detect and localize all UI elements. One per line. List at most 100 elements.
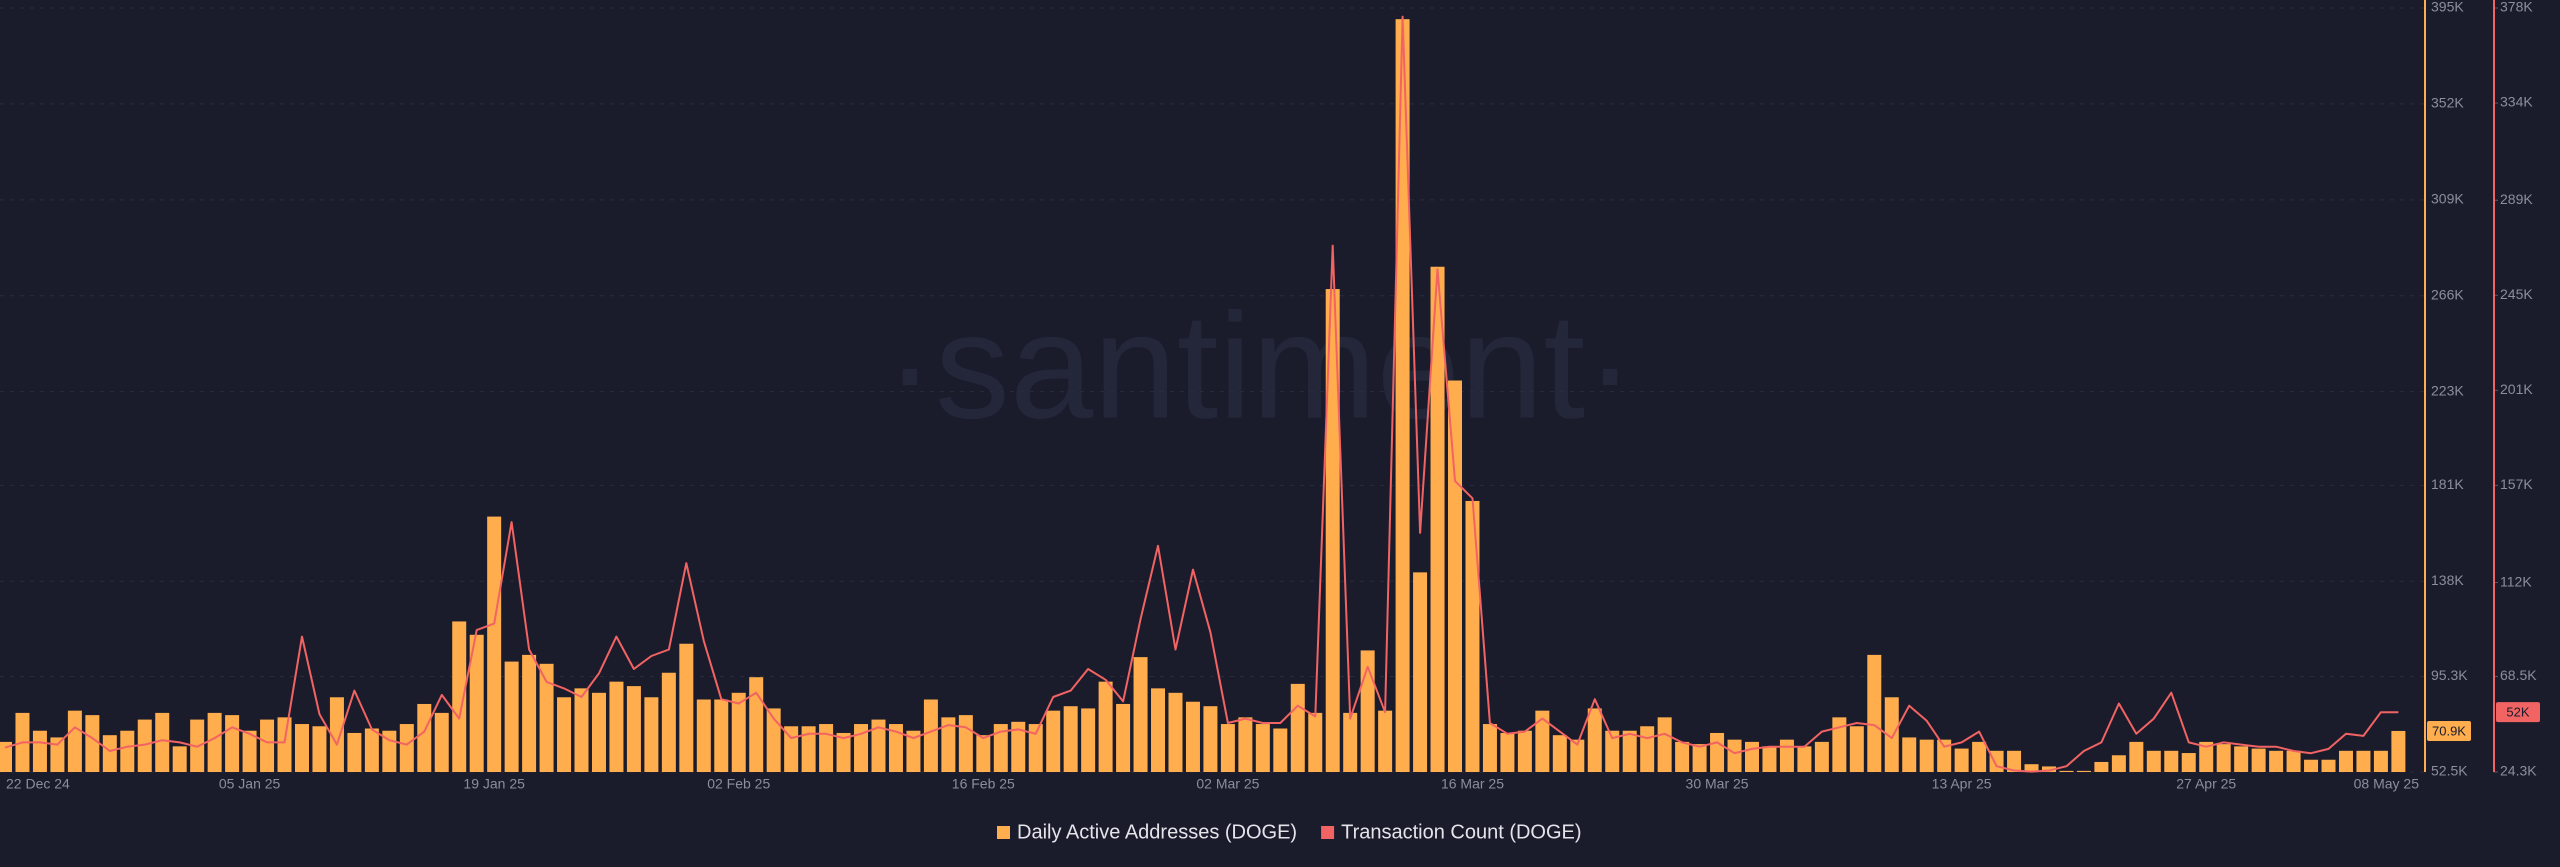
bar	[1675, 741, 1690, 772]
bar	[2356, 750, 2371, 772]
bar	[2076, 770, 2091, 772]
y2-tick-label: 157K	[2500, 476, 2533, 492]
bar	[696, 699, 711, 772]
bar	[941, 717, 956, 772]
y-tick-label: 309K	[2431, 191, 2464, 207]
bar	[1098, 681, 1113, 772]
bar	[2111, 755, 2126, 772]
bar	[102, 735, 117, 772]
bar	[32, 730, 47, 772]
line	[4, 15, 2399, 773]
bar	[1116, 703, 1131, 772]
bar	[2286, 750, 2301, 772]
legend-swatch	[997, 826, 1010, 839]
x-tick-label: 19 Jan 25	[463, 776, 525, 792]
x-tick-label: 16 Feb 25	[952, 776, 1015, 792]
end-badge-label: 70.9K	[2432, 723, 2466, 738]
bar	[591, 692, 606, 772]
bar	[294, 724, 309, 772]
bar	[1937, 739, 1952, 772]
x-tick-label: 16 Mar 25	[1441, 776, 1504, 792]
bar	[120, 730, 135, 772]
bar	[1430, 266, 1445, 772]
bar	[1605, 730, 1620, 772]
bar	[137, 719, 152, 772]
bar	[1238, 717, 1253, 772]
y-tick-label: 395K	[2431, 0, 2464, 15]
bar	[2041, 766, 2056, 772]
x-tick-label: 02 Mar 25	[1196, 776, 1259, 792]
y-tick-label: 223K	[2431, 382, 2464, 398]
bar	[1710, 732, 1725, 772]
legend: Daily Active Addresses (DOGE) Transaction…	[997, 821, 1582, 843]
y2-tick-label: 289K	[2500, 191, 2533, 207]
bar	[1220, 724, 1235, 772]
y-tick-label: 95.3K	[2431, 667, 2468, 683]
bar	[1168, 692, 1183, 772]
bar	[1552, 735, 1567, 772]
bar	[1482, 724, 1497, 772]
bar	[67, 710, 82, 772]
bar	[1779, 739, 1794, 772]
bar	[801, 726, 816, 772]
bar	[2146, 750, 2161, 772]
bar	[2321, 759, 2336, 772]
bar	[1535, 710, 1550, 772]
bar	[85, 715, 100, 772]
bar	[1727, 739, 1742, 772]
bar	[2269, 750, 2284, 772]
bar	[1832, 717, 1847, 772]
bar	[2181, 753, 2196, 772]
bar	[1360, 650, 1375, 772]
bar	[329, 697, 344, 772]
bar	[1343, 712, 1358, 772]
bar	[2373, 750, 2388, 772]
y-tick-label: 181K	[2431, 476, 2464, 492]
bar	[2338, 750, 2353, 772]
bar	[1151, 688, 1166, 772]
bar	[1570, 739, 1585, 772]
bar	[2304, 759, 2319, 772]
bar	[1884, 697, 1899, 772]
bar	[434, 712, 449, 772]
x-tick-label: 05 Jan 25	[219, 776, 281, 792]
bar	[714, 699, 729, 772]
bar	[2391, 730, 2406, 772]
bar	[854, 724, 869, 772]
bar	[1849, 726, 1864, 772]
y2-tick-label: 245K	[2500, 286, 2533, 302]
bar	[766, 708, 781, 772]
x-tick-label: 02 Feb 25	[707, 776, 770, 792]
bar	[2007, 750, 2022, 772]
y2-tick-label: 378K	[2500, 0, 2533, 15]
bar	[2094, 761, 2109, 772]
y-tick-label: 352K	[2431, 95, 2464, 111]
bar	[993, 724, 1008, 772]
y2-tick-label: 68.5K	[2500, 667, 2537, 683]
end-badge-label: 52K	[2506, 705, 2529, 720]
bar	[2164, 750, 2179, 772]
bar	[871, 719, 886, 772]
bar	[1448, 380, 1463, 772]
bar	[1273, 728, 1288, 772]
bar	[1133, 657, 1148, 772]
bar	[1325, 289, 1340, 772]
bar	[976, 735, 991, 772]
x-tick-label: 27 Apr 25	[2176, 776, 2236, 792]
bar	[1255, 724, 1270, 772]
bar	[1203, 706, 1218, 772]
legend-swatch	[1321, 826, 1335, 839]
bar	[487, 516, 502, 772]
bar	[1413, 572, 1428, 772]
bar	[1814, 741, 1829, 772]
bar	[2251, 748, 2266, 772]
bar	[260, 719, 275, 772]
bar	[2059, 770, 2074, 772]
bar	[1395, 19, 1410, 773]
bar	[679, 643, 694, 772]
bar	[522, 654, 537, 772]
bar	[923, 699, 938, 772]
bar	[399, 724, 414, 772]
bar	[1517, 730, 1532, 772]
